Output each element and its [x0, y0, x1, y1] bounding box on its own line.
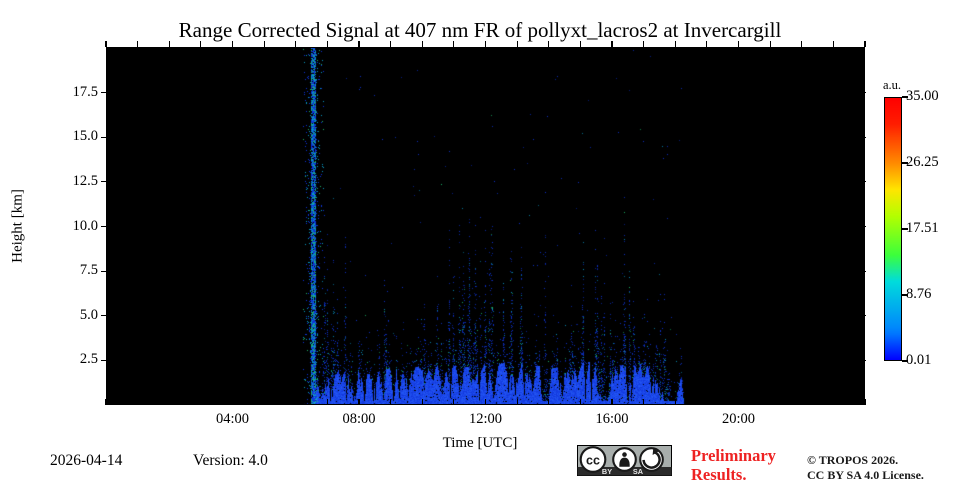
svg-text:BY: BY — [602, 467, 612, 476]
svg-text:cc: cc — [586, 453, 600, 467]
svg-text:SA: SA — [633, 467, 644, 476]
